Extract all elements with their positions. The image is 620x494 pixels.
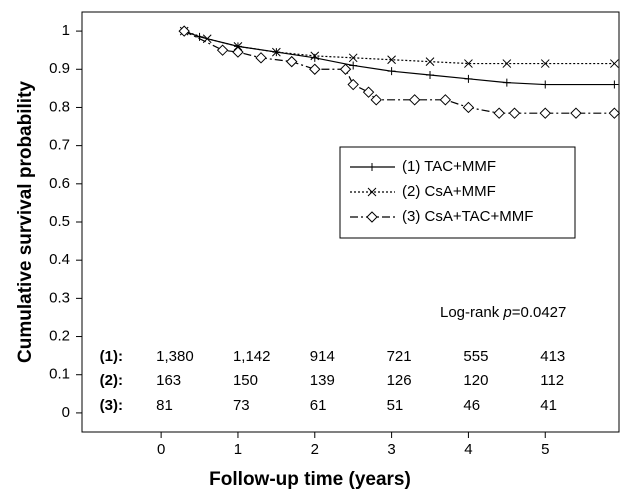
marker [233,42,243,51]
x-tick-label: 2 [311,441,319,458]
marker [464,59,473,68]
legend-label: (1) TAC+MMF [402,158,496,175]
marker [508,107,521,119]
marker [347,78,359,91]
risk-count: 914 [310,348,335,365]
marker [425,57,435,66]
legend-label: (2) CsA+MMF [402,183,496,200]
y-tick-label: 1 [62,22,70,39]
y-tick-label: 0.2 [49,328,70,345]
y-tick-label: 0.6 [49,175,70,192]
y-tick-label: 0.8 [49,98,70,115]
marker [216,44,229,56]
marker [462,101,475,114]
legend-label: (3) CsA+TAC+MMF [402,208,533,225]
x-tick-label: 5 [541,441,549,458]
annotation: Log-rank p=0.0427 [440,304,566,321]
marker [610,59,619,68]
marker [178,25,190,37]
marker [349,61,358,70]
marker [367,187,377,197]
risk-count: 555 [463,348,488,365]
marker [272,47,281,57]
marker [502,78,511,87]
marker [309,63,321,75]
marker [232,46,244,58]
marker [387,55,396,65]
marker [502,59,512,68]
y-axis-label: Cumulative survival probability [15,81,36,363]
risk-row-label: (2): [100,372,123,389]
risk-count: 81 [156,397,173,414]
risk-count: 163 [156,372,181,389]
marker [195,32,204,41]
marker [464,74,473,83]
x-tick-label: 0 [157,441,165,458]
marker [362,86,375,98]
marker [610,80,619,89]
marker [387,67,396,76]
risk-count: 1,380 [156,348,194,365]
survival-line [183,30,615,65]
risk-count: 61 [310,397,327,414]
risk-count: 139 [310,372,335,389]
marker [310,53,319,62]
marker [426,71,435,79]
risk-count: 112 [540,372,564,389]
marker [539,107,551,119]
marker [493,107,505,119]
y-tick-label: 0.1 [49,366,70,383]
y-tick-label: 0.9 [49,60,70,77]
risk-row-label: (1): [100,348,123,365]
annotation-text: =0.0427 [512,304,567,321]
risk-count: 41 [540,397,557,414]
risk-count: 126 [387,372,412,389]
marker [339,63,352,75]
x-tick-label: 3 [387,441,395,458]
marker [310,51,320,61]
marker [286,55,298,68]
risk-count: 120 [463,372,488,389]
risk-count: 413 [540,348,565,365]
y-tick-label: 0 [62,404,70,421]
risk-count: 150 [233,372,258,389]
marker [439,94,452,106]
annotation-text: Log-rank [440,304,503,321]
y-tick-label: 0.5 [49,213,70,230]
annotation-text: p [502,304,511,321]
risk-row-label: (3): [100,397,123,414]
marker [348,53,358,63]
x-tick-label: 1 [234,441,242,458]
survival-line [183,30,615,86]
y-tick-label: 0.4 [49,251,70,268]
marker [408,94,421,106]
marker [608,107,620,119]
y-tick-label: 0.3 [49,289,70,306]
y-tick-label: 0.7 [49,137,70,154]
marker [370,94,382,106]
risk-count: 1,142 [233,348,271,365]
x-axis-label: Follow-up time (years) [209,469,411,490]
marker [255,52,267,64]
risk-count: 73 [233,397,250,414]
risk-count: 721 [387,348,412,365]
marker [570,107,582,119]
marker [540,59,550,68]
risk-count: 46 [463,397,480,414]
marker [366,211,378,223]
marker [541,80,550,89]
marker [368,163,376,171]
x-tick-label: 4 [464,441,472,458]
risk-count: 51 [387,397,404,414]
